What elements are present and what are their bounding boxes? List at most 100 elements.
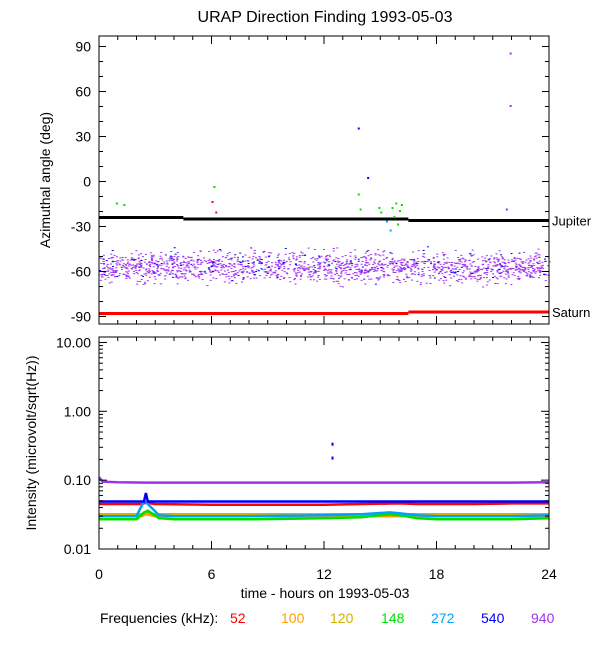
scatter-point — [525, 259, 528, 261]
scatter-point — [176, 264, 179, 266]
scatter-point — [258, 261, 261, 263]
scatter-point — [468, 259, 471, 261]
scatter-point — [148, 276, 151, 278]
scatter-point — [416, 258, 419, 260]
scatter-point — [539, 270, 542, 272]
scatter-point — [380, 270, 383, 272]
scatter-point — [392, 271, 395, 273]
scatter-point — [120, 266, 123, 268]
scatter-point — [348, 273, 351, 275]
scatter-point — [454, 271, 457, 273]
series-940-line — [98, 476, 550, 484]
scatter-point — [170, 250, 173, 252]
scatter-point — [174, 253, 177, 255]
scatter-point — [469, 253, 472, 255]
scatter-point — [283, 276, 286, 278]
scatter-point — [296, 267, 299, 269]
scatter-point — [218, 271, 221, 273]
scatter-point — [432, 269, 435, 271]
scatter-point — [99, 257, 102, 259]
scatter-point — [400, 263, 403, 265]
y-tick-label: 10.00 — [56, 334, 91, 350]
scatter-point — [427, 259, 430, 261]
scatter-point — [476, 280, 479, 282]
scatter-point — [213, 265, 216, 267]
scatter-point — [180, 267, 183, 269]
scatter-point — [335, 271, 338, 273]
scatter-point — [160, 267, 163, 269]
scatter-point — [104, 274, 107, 276]
scatter-point — [105, 260, 108, 262]
scatter-point — [386, 256, 389, 258]
scatter-point — [354, 274, 357, 276]
scatter-point — [229, 258, 232, 260]
scatter-point — [176, 270, 179, 272]
scatter-point — [392, 261, 395, 263]
scatter-point — [283, 271, 286, 273]
scatter-point — [386, 266, 389, 268]
scatter-point — [494, 262, 497, 264]
scatter-point — [399, 271, 402, 273]
scatter-point — [538, 269, 541, 271]
scatter-point — [433, 277, 436, 279]
scatter-point — [247, 265, 250, 267]
scatter-point — [160, 268, 163, 270]
scatter-point — [284, 253, 287, 255]
scatter-point — [361, 260, 364, 262]
scatter-point — [138, 266, 141, 268]
scatter-point — [446, 257, 449, 259]
scatter-point — [406, 264, 409, 266]
scatter-point — [364, 271, 367, 273]
scatter-point — [463, 265, 466, 267]
scatter-point — [382, 251, 385, 253]
scatter-point — [367, 255, 370, 257]
scatter-point — [198, 274, 201, 276]
scatter-point — [411, 265, 414, 267]
scatter-point — [180, 271, 183, 273]
scatter-point — [277, 274, 280, 276]
scatter-point — [369, 259, 372, 261]
scatter-point — [144, 283, 147, 285]
scatter-point — [287, 257, 290, 259]
scatter-point — [212, 277, 215, 279]
scatter-point — [544, 274, 547, 276]
scatter-point — [187, 261, 190, 263]
legend-item-148: 148 — [381, 610, 405, 626]
scatter-point — [306, 268, 309, 270]
scatter-point — [128, 277, 131, 279]
scatter-point — [138, 270, 141, 272]
scatter-point — [392, 270, 395, 272]
scatter-point — [364, 268, 367, 270]
scatter-point — [329, 272, 332, 274]
scatter-point — [255, 277, 258, 279]
scatter-point — [430, 263, 433, 265]
scatter-point — [427, 266, 430, 268]
scatter-point — [382, 274, 385, 276]
scatter-point — [450, 261, 453, 263]
scatter-point — [439, 263, 442, 265]
scatter-point — [160, 264, 163, 266]
scatter-point — [165, 272, 168, 274]
scatter-point — [539, 270, 542, 272]
scatter-point — [242, 277, 245, 279]
scatter-point — [370, 258, 373, 260]
scatter-point — [173, 265, 176, 267]
scatter-point — [218, 274, 221, 276]
scatter-point — [279, 262, 282, 264]
scatter-point — [295, 259, 298, 261]
scatter-point — [452, 271, 455, 273]
scatter-point — [175, 276, 178, 278]
scatter-point — [244, 254, 247, 256]
scatter-point — [503, 277, 506, 279]
scatter-point — [385, 257, 388, 259]
scatter-point — [228, 282, 231, 284]
scatter-point — [265, 262, 268, 264]
scatter-point — [296, 269, 299, 271]
scatter-point — [472, 276, 475, 278]
scatter-point — [220, 266, 223, 268]
scatter-point — [443, 262, 446, 264]
series-540-line — [99, 492, 549, 503]
scatter-point — [171, 273, 174, 275]
scatter-point — [443, 276, 446, 278]
scatter-point — [197, 275, 200, 277]
